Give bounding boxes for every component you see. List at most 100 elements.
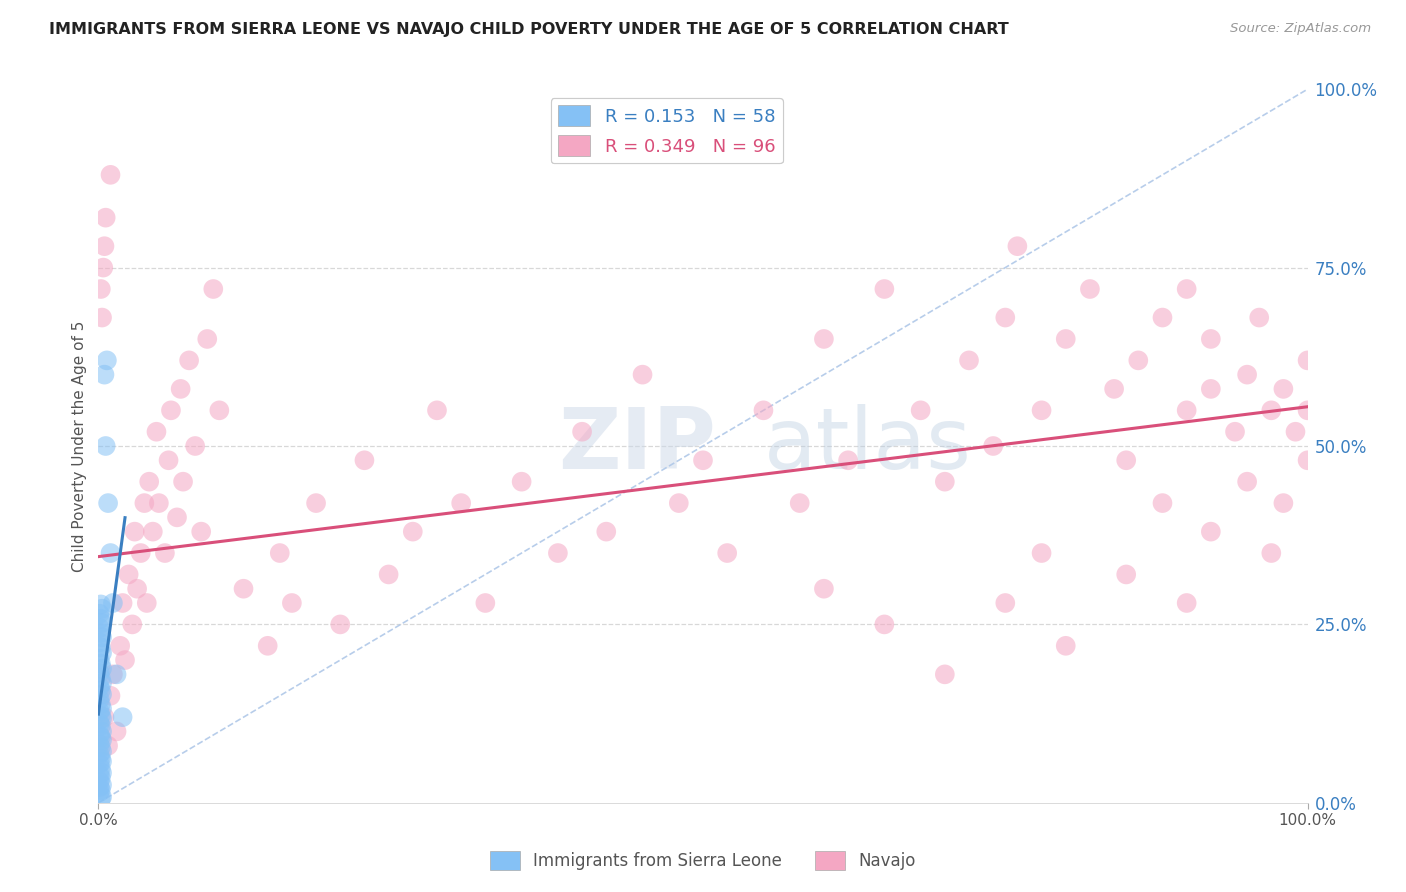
Point [873, 617, 896, 632]
Point [153, 546, 176, 560]
Point [91, 733, 114, 747]
Point [994, 596, 1017, 610]
Point [100, 689, 122, 703]
Point [89, 680, 111, 694]
Point [1115, 453, 1137, 467]
Point [90, 792, 112, 806]
Point [90, 282, 112, 296]
Point [90, 683, 112, 698]
Point [127, 582, 149, 596]
Text: IMMIGRANTS FROM SIERRA LEONE VS NAVAJO CHILD POVERTY UNDER THE AGE OF 5 CORRELAT: IMMIGRANTS FROM SIERRA LEONE VS NAVAJO C… [49, 22, 1010, 37]
Point [752, 403, 775, 417]
Point [426, 403, 449, 417]
Point [232, 582, 254, 596]
Point [1236, 475, 1258, 489]
Point [190, 524, 212, 539]
Point [93, 368, 115, 382]
Point [93, 239, 115, 253]
Point [994, 310, 1017, 325]
Point [90, 730, 112, 744]
Point [1284, 425, 1306, 439]
Point [184, 439, 207, 453]
Point [377, 567, 399, 582]
Point [90, 783, 112, 797]
Point [94, 211, 117, 225]
Point [202, 282, 225, 296]
Point [1175, 403, 1198, 417]
Point [1031, 403, 1053, 417]
Point [134, 496, 156, 510]
Point [329, 617, 352, 632]
Point [138, 475, 160, 489]
Point [89, 774, 111, 789]
Point [1199, 382, 1222, 396]
Point [1128, 353, 1150, 368]
Point [1152, 496, 1174, 510]
Point [934, 667, 956, 681]
Point [101, 596, 124, 610]
Point [837, 453, 859, 467]
Point [1102, 382, 1125, 396]
Point [402, 524, 425, 539]
Point [90, 626, 112, 640]
Point [93, 710, 115, 724]
Point [179, 353, 201, 368]
Point [90, 771, 112, 785]
Point [90, 598, 112, 612]
Point [195, 332, 218, 346]
Legend: R = 0.153   N = 58, R = 0.349   N = 96: R = 0.153 N = 58, R = 0.349 N = 96 [551, 98, 783, 163]
Point [91, 260, 114, 275]
Point [89, 621, 111, 635]
Point [1115, 567, 1137, 582]
Point [208, 403, 231, 417]
Point [873, 282, 896, 296]
Point [172, 475, 194, 489]
Point [631, 368, 654, 382]
Point [269, 546, 291, 560]
Point [91, 755, 114, 769]
Point [91, 724, 114, 739]
Point [1199, 524, 1222, 539]
Point [1260, 403, 1282, 417]
Point [1054, 332, 1077, 346]
Point [145, 425, 167, 439]
Point [692, 453, 714, 467]
Point [97, 496, 120, 510]
Point [91, 676, 114, 690]
Point [1078, 282, 1101, 296]
Point [1296, 453, 1319, 467]
Point [89, 767, 111, 781]
Point [91, 646, 114, 660]
Point [101, 667, 124, 681]
Point [89, 635, 111, 649]
Point [1031, 546, 1053, 560]
Point [90, 657, 112, 671]
Point [100, 168, 122, 182]
Point [114, 653, 136, 667]
Point [89, 737, 111, 751]
Point [91, 310, 114, 325]
Point [90, 762, 112, 776]
Point [910, 403, 932, 417]
Point [305, 496, 328, 510]
Point [118, 567, 141, 582]
Point [90, 698, 112, 712]
Point [89, 665, 111, 680]
Point [148, 496, 170, 510]
Point [510, 475, 533, 489]
Point [90, 708, 112, 723]
Point [129, 546, 152, 560]
Legend: Immigrants from Sierra Leone, Navajo: Immigrants from Sierra Leone, Navajo [484, 844, 922, 877]
Point [1260, 546, 1282, 560]
Point [157, 453, 180, 467]
Y-axis label: Child Poverty Under the Age of 5: Child Poverty Under the Age of 5 [72, 320, 87, 572]
Point [256, 639, 278, 653]
Point [105, 667, 128, 681]
Point [111, 710, 134, 724]
Point [353, 453, 375, 467]
Point [97, 739, 120, 753]
Point [91, 765, 114, 780]
Point [89, 728, 111, 742]
Point [142, 524, 165, 539]
Point [160, 403, 183, 417]
